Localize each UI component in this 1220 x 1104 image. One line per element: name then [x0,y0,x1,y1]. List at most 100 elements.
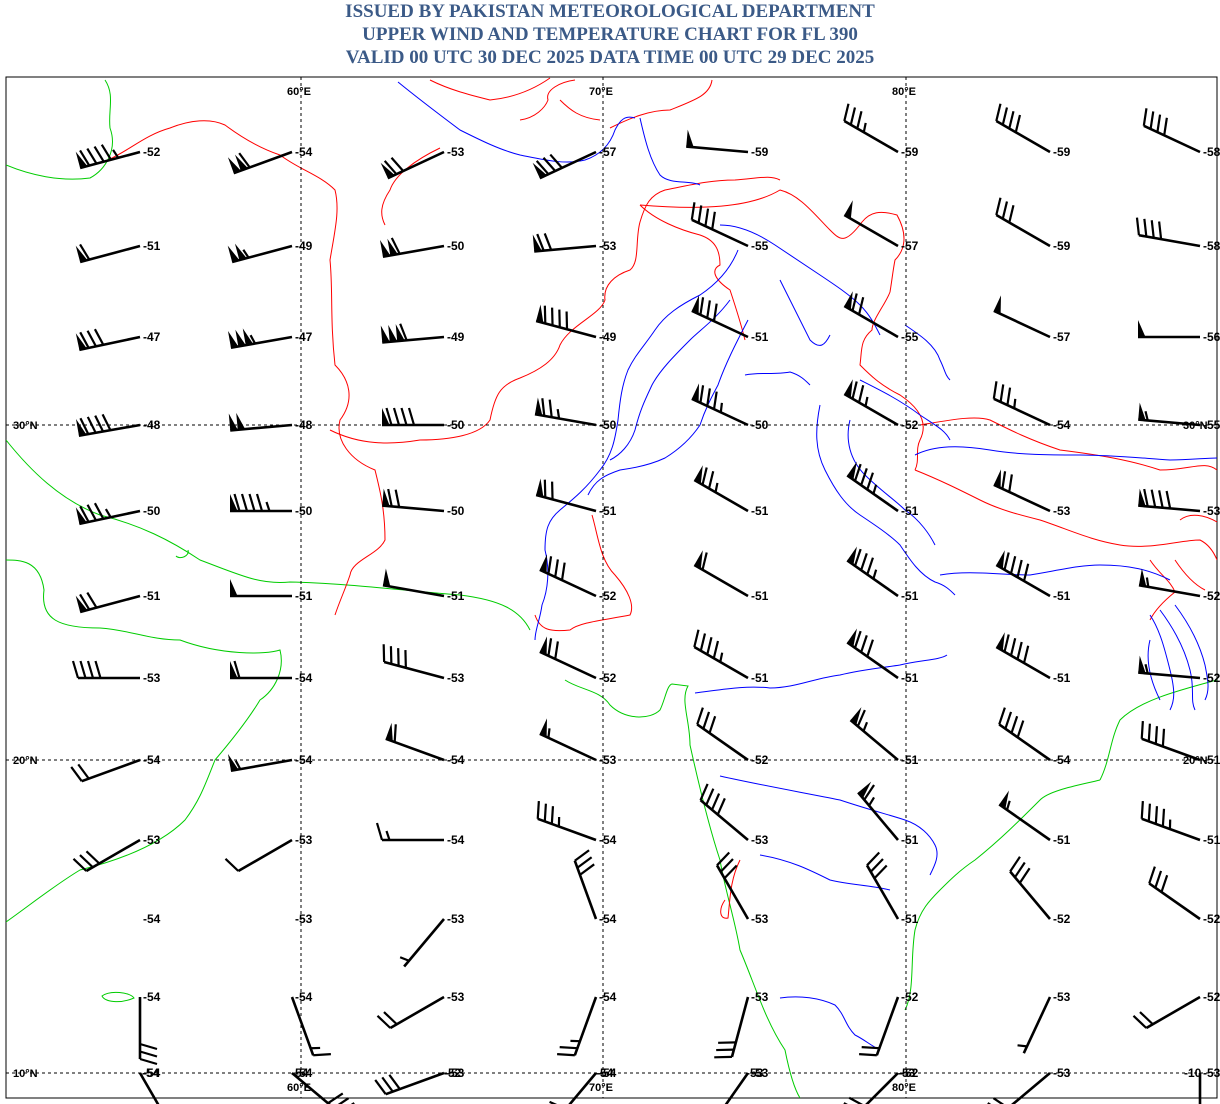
wind-pennant [235,329,246,347]
wind-barb-shaft [1143,124,1201,154]
wind-feather [705,788,715,806]
station-plot: -53 [993,469,1071,518]
wind-feather [1147,723,1152,742]
wind-feather [536,233,545,251]
temperature-label: -52 [1203,671,1220,685]
wind-feather [1132,1014,1148,1029]
wind-feather [559,1045,578,1050]
temperature-label: -51 [143,239,161,253]
temperature-label: -52 [599,589,617,603]
temperature-label: -50 [447,504,465,518]
wind-feather [535,160,550,175]
wind-feather [547,638,553,656]
wind-half-feather [714,482,719,493]
wind-feather [388,1074,401,1090]
borders [107,77,1217,919]
wind-feather [548,399,553,418]
lon-label-80e-bottom: 80°E [892,1082,916,1094]
wind-feather [869,858,884,873]
wind-feather [400,407,408,426]
wind-feather [853,630,862,649]
wind-feather [697,205,703,224]
wind-feather [1158,490,1164,508]
wind-pennant [228,413,238,431]
wind-feather [557,1053,575,1057]
station-plot: -53 [539,718,617,767]
temperature-label: -53 [751,990,769,1004]
wind-feather [1008,205,1015,223]
wind-feather [1161,728,1166,747]
lat-label-20n-left: 20°N [13,755,38,767]
temperature-label: -54 [143,990,161,1004]
station-plot: -53 [987,1066,1071,1104]
temperature-label: -52 [901,990,919,1004]
station-plot: -56 [1138,320,1220,344]
wind-feather [690,202,696,220]
wind-barb-shaft [385,1071,445,1096]
temperature-label: -51 [1053,833,1071,847]
wind-feather [86,591,98,609]
wind-pennant [993,295,1001,314]
station-plot: -51 [857,781,919,847]
wind-pennant [380,325,390,343]
extra-labels: -52 -54 -54 -54 -53 -53 -10 [142,1066,1202,1080]
temperature-label: -57 [599,145,617,159]
wind-pennant [382,488,390,507]
wind-feather [374,1079,387,1095]
wind-pennant [380,162,395,179]
station-plot: -52 [1132,990,1220,1030]
rivers [397,81,1217,1051]
wind-feather [860,468,868,486]
wind-feather [998,707,1006,725]
wind-barb-shaft [81,758,141,783]
wind-feather [1154,726,1159,744]
station-plot: -49 [227,239,313,264]
temperature-label: -52 [751,753,769,767]
wind-half-feather [385,830,391,841]
wind-half-feather [1017,1044,1028,1048]
station-plot: -51 [995,632,1071,685]
station-plot: -54 [230,660,313,685]
lon-label-60e-bottom: 60°E [287,1082,311,1094]
wind-pennant [230,494,238,511]
temperature-label: -55 [751,239,769,253]
wind-pennant [75,419,87,436]
wind-feather [1014,861,1026,878]
wind-feather [843,103,850,122]
wind-feather [1006,387,1012,406]
temperature-label: -53 [1203,504,1220,518]
temperature-label: -51 [751,589,769,603]
temperature-label: -50 [751,418,769,432]
wind-feather [861,1045,880,1050]
station-plot: -51 [693,629,769,685]
wind-half-feather [719,402,723,413]
wind-barb-shaft [691,218,749,248]
temperature-label: -52 [1203,990,1220,1004]
wind-feather [393,724,397,743]
wind-pennant [539,636,547,655]
wind-pennant [694,465,703,484]
temperature-label: -48 [295,418,313,432]
wind-feather [1135,217,1141,236]
wind-feather [337,1097,350,1104]
wind-half-feather [1145,577,1150,588]
wind-feather [1004,711,1013,730]
wind-feather [1160,874,1169,893]
temperature-label: -53 [1053,990,1071,1004]
wind-pennant [847,628,857,647]
wind-half-feather [862,721,869,732]
wind-pennant [1138,402,1146,421]
wind-feather [866,472,874,490]
wind-feather [394,489,401,508]
wind-feather [554,559,559,578]
temperature-label: -51 [1053,671,1071,685]
wind-barb-shaft [998,723,1051,762]
wind-barb-shaft [686,145,749,154]
wind-half-feather [1005,800,1011,811]
temperature-label: -58 [1203,145,1220,159]
wind-feather [543,233,553,251]
wind-barb-shaft [1138,671,1201,680]
temperature-label: -56 [1203,330,1220,344]
wind-barb-shaft [534,412,597,427]
station-plot: -57 [993,295,1071,344]
